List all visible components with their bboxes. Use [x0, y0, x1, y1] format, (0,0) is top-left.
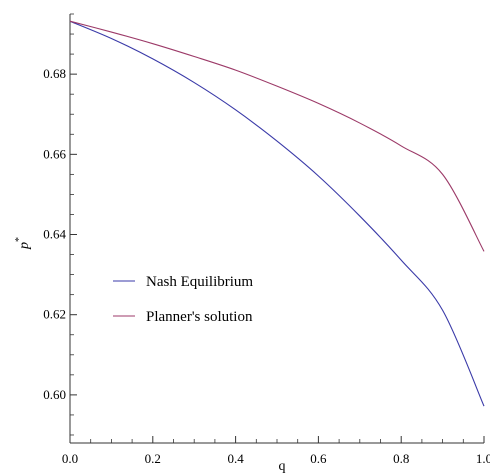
legend: Nash Equilibrium Planner's solution	[113, 274, 253, 325]
y-axis-label-superscript: *	[14, 237, 25, 242]
legend-label-planner: Planner's solution	[146, 309, 253, 325]
y-tick-label: 0.68	[43, 66, 66, 81]
plot-frame	[69, 14, 484, 444]
y-tick-label: 0.64	[43, 227, 66, 242]
y-axis-ticks: 0.60 0.62 0.64 0.66 0.68	[43, 13, 77, 436]
series-line-nash-equilibrium	[69, 20, 485, 407]
legend-label-nash: Nash Equilibrium	[146, 274, 253, 290]
x-tick-label: 0.2	[145, 451, 161, 466]
y-tick-label: 0.66	[43, 146, 66, 161]
x-tick-label: 0.4	[227, 451, 244, 466]
x-tick-label: 1.0	[476, 451, 490, 466]
x-tick-label: 0.0	[62, 451, 78, 466]
series-layer	[69, 20, 485, 407]
x-tick-label: 0.8	[393, 451, 409, 466]
series-line-planners-solution	[69, 20, 485, 252]
y-axis-label-main: p	[17, 242, 32, 250]
x-axis-ticks: 0.0 0.2 0.4 0.6 0.8 1.0	[62, 436, 490, 466]
x-tick-label: 0.6	[310, 451, 327, 466]
x-axis-label: q	[279, 459, 286, 474]
y-tick-label: 0.62	[43, 307, 66, 322]
y-tick-label: 0.60	[43, 387, 66, 402]
y-axis-label: p*	[14, 237, 32, 250]
